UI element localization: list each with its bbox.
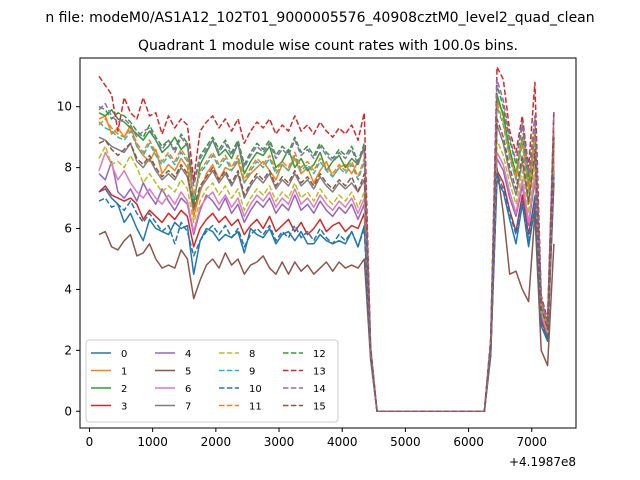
legend-label-8: 8 bbox=[249, 349, 255, 360]
legend-label-0: 0 bbox=[121, 349, 127, 360]
series-line-10 bbox=[98, 172, 555, 413]
x-tick-label: 6000 bbox=[453, 435, 484, 449]
x-tick-label: 7000 bbox=[516, 435, 547, 449]
legend-label-13: 13 bbox=[313, 367, 326, 378]
legend-label-10: 10 bbox=[249, 384, 262, 395]
legend-label-11: 11 bbox=[249, 402, 262, 413]
legend-box bbox=[85, 339, 339, 423]
y-tick-label: 2 bbox=[64, 343, 72, 357]
plot-frame bbox=[79, 57, 577, 429]
legend-label-1: 1 bbox=[121, 367, 127, 378]
y-tick-label: 10 bbox=[57, 100, 72, 114]
legend-label-4: 4 bbox=[185, 349, 191, 360]
x-axis-offset-label: +4.1987e8 bbox=[509, 455, 576, 469]
legend-label-14: 14 bbox=[313, 384, 326, 395]
legend-label-2: 2 bbox=[121, 384, 127, 395]
x-tick-label: 1000 bbox=[137, 435, 168, 449]
x-tick-label: 4000 bbox=[327, 435, 358, 449]
x-tick-label: 3000 bbox=[264, 435, 295, 449]
series-line-15 bbox=[98, 118, 555, 413]
y-tick-label: 0 bbox=[64, 404, 72, 418]
x-tick-label: 2000 bbox=[201, 435, 232, 449]
y-tick-label: 6 bbox=[64, 222, 72, 236]
chart-title: Quadrant 1 module wise count rates with … bbox=[138, 38, 518, 54]
legend-label-9: 9 bbox=[249, 367, 255, 378]
legend-label-3: 3 bbox=[121, 402, 127, 413]
legend-label-7: 7 bbox=[185, 402, 191, 413]
series-line-14 bbox=[98, 78, 555, 413]
legend-label-15: 15 bbox=[313, 402, 326, 413]
y-tick-label: 8 bbox=[64, 161, 72, 175]
y-tick-label: 4 bbox=[64, 282, 72, 296]
legend-label-6: 6 bbox=[185, 384, 191, 395]
legend-label-5: 5 bbox=[185, 367, 191, 378]
figure-suptitle: n file: modeM0/AS1A12_102T01_9000005576_… bbox=[45, 10, 594, 26]
x-tick-label: 0 bbox=[86, 435, 94, 449]
legend-label-12: 12 bbox=[313, 349, 326, 360]
x-tick-label: 5000 bbox=[390, 435, 421, 449]
